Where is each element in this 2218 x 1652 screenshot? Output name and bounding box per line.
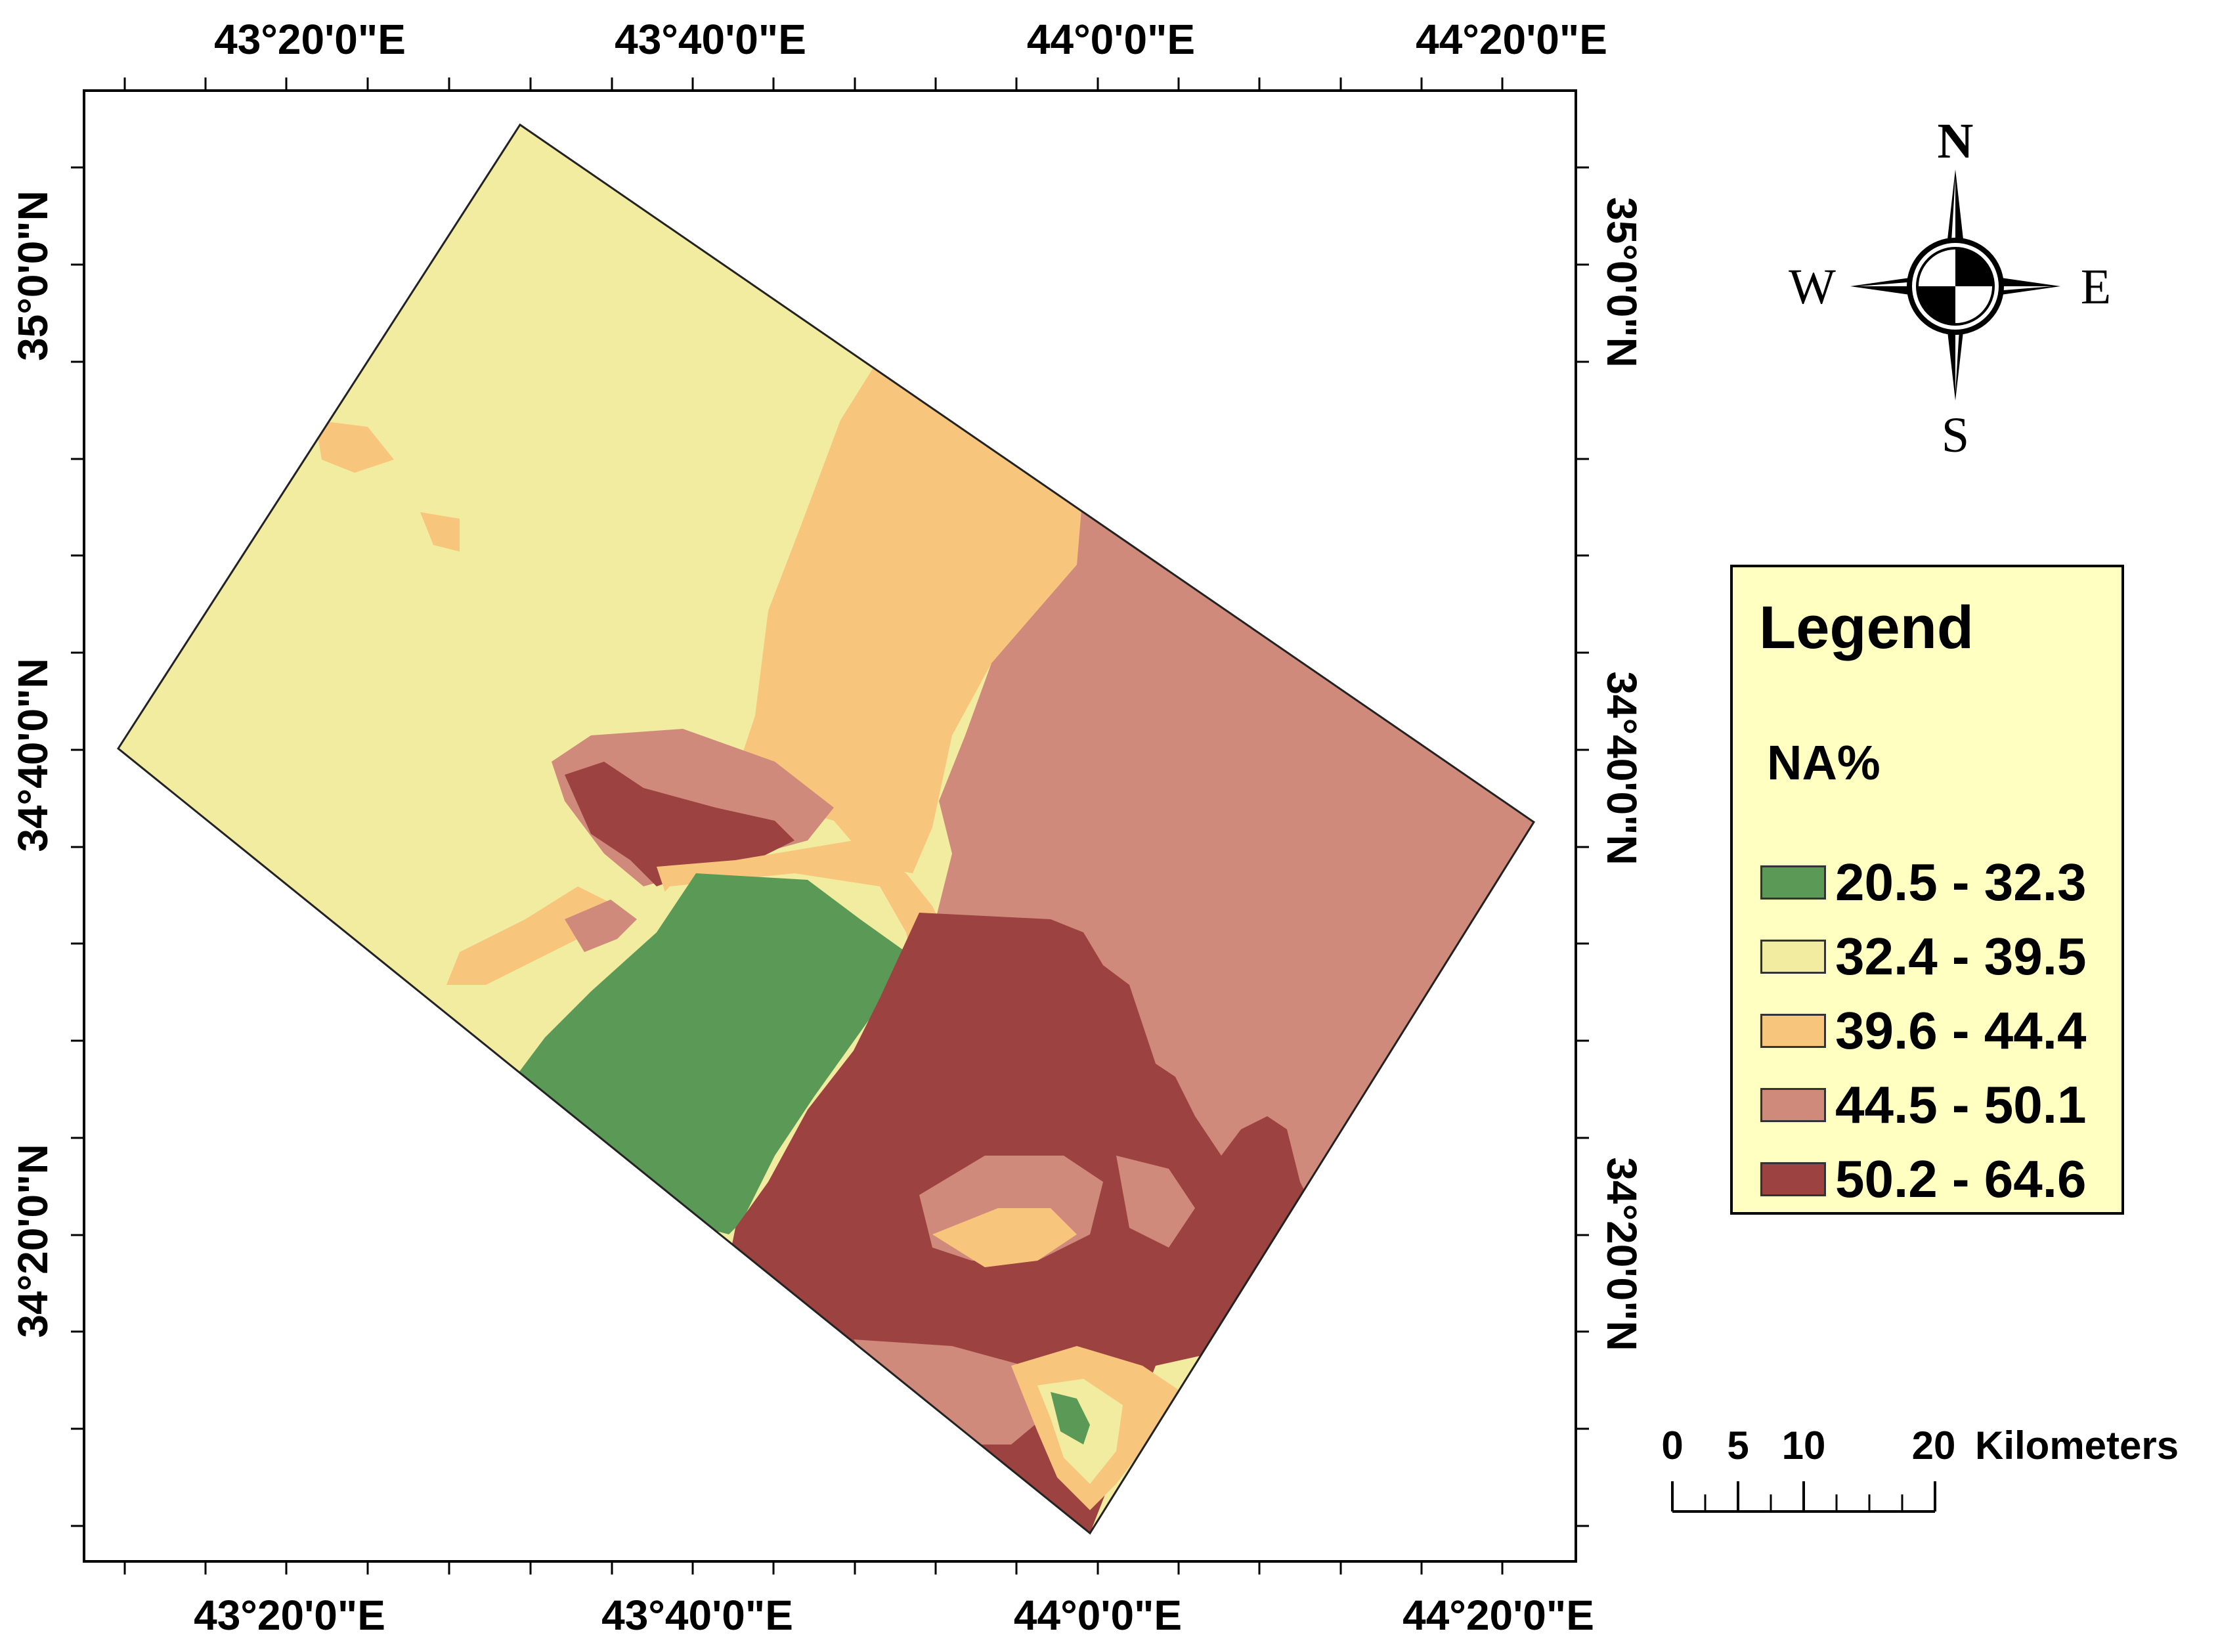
compass-south-label: S <box>1942 408 1969 463</box>
legend-item: 50.2 - 64.6 <box>1760 1150 2087 1208</box>
scale-bar: 0 5 10 20 Kilometers <box>1661 1424 2179 1513</box>
scale-tick-0: 0 <box>1661 1424 1683 1467</box>
scale-tick-10: 10 <box>1782 1424 1826 1467</box>
bottom-label-3: 44°0'0"E <box>1014 1592 1182 1639</box>
bottom-label-1: 43°20'0"E <box>194 1592 385 1639</box>
aoi-outline <box>117 123 1536 1535</box>
right-label-2: 34°40'0"N <box>1598 671 1645 865</box>
top-label-3: 44°0'0"E <box>1027 16 1195 63</box>
scale-tick-20: 20 <box>1912 1424 1956 1467</box>
legend-item: 32.4 - 39.5 <box>1760 927 2087 986</box>
legend-item: 39.6 - 44.4 <box>1760 1001 2087 1060</box>
top-label-4: 44°20'0"E <box>1416 16 1607 63</box>
left-label-3: 34°20'0"N <box>9 1144 56 1337</box>
compass-west-label: W <box>1789 259 1836 315</box>
right-label-1: 35°0'0"N <box>1598 197 1645 368</box>
legend-swatch <box>1760 865 1826 900</box>
top-label-1: 43°20'0"E <box>214 16 406 63</box>
top-label-2: 43°40'0"E <box>615 16 806 63</box>
legend-swatch <box>1760 1162 1826 1196</box>
left-label-1: 35°0'0"N <box>9 190 56 361</box>
right-axis-labels: 35°0'0"N 34°40'0"N 34°20'0"N <box>1598 197 1645 1351</box>
legend: Legend NA% 20.5 - 32.3 32.4 - 39.5 39.6 … <box>1730 565 2124 1215</box>
legend-label: 39.6 - 44.4 <box>1835 1001 2087 1060</box>
scale-tick-5: 5 <box>1727 1424 1749 1467</box>
legend-swatch <box>1760 1088 1826 1122</box>
legend-item: 20.5 - 32.3 <box>1760 853 2087 911</box>
left-axis-labels: 35°0'0"N 34°40'0"N 34°20'0"N <box>9 190 56 1338</box>
legend-title: Legend <box>1759 594 1974 661</box>
bottom-label-4: 44°20'0"E <box>1403 1592 1594 1639</box>
compass-rose-icon: N S W E <box>1789 114 2111 463</box>
legend-swatch <box>1760 940 1826 974</box>
legend-label: 50.2 - 64.6 <box>1835 1150 2087 1208</box>
bottom-label-2: 43°40'0"E <box>601 1592 793 1639</box>
right-label-3: 34°20'0"N <box>1598 1157 1645 1351</box>
scale-units: Kilometers <box>1975 1424 2179 1467</box>
frame-ticks <box>71 77 1589 1575</box>
bottom-axis-labels: 43°20'0"E 43°40'0"E 44°0'0"E 44°20'0"E <box>194 1592 1594 1639</box>
compass-east-label: E <box>2081 259 2111 315</box>
legend-label: 20.5 - 32.3 <box>1835 853 2087 911</box>
top-axis-labels: 43°20'0"E 43°40'0"E 44°0'0"E 44°20'0"E <box>214 16 1607 63</box>
compass-north-label: N <box>1938 114 1974 169</box>
legend-field-name: NA% <box>1767 735 1881 790</box>
legend-label: 44.5 - 50.1 <box>1835 1076 2087 1134</box>
legend-swatch <box>1760 1014 1826 1048</box>
class-50-2-64-6-region <box>565 762 794 886</box>
left-label-2: 34°40'0"N <box>9 658 56 852</box>
legend-label: 32.4 - 39.5 <box>1835 927 2087 986</box>
class-39-6-44-4-region <box>735 368 1083 873</box>
legend-item: 44.5 - 50.1 <box>1760 1076 2087 1134</box>
